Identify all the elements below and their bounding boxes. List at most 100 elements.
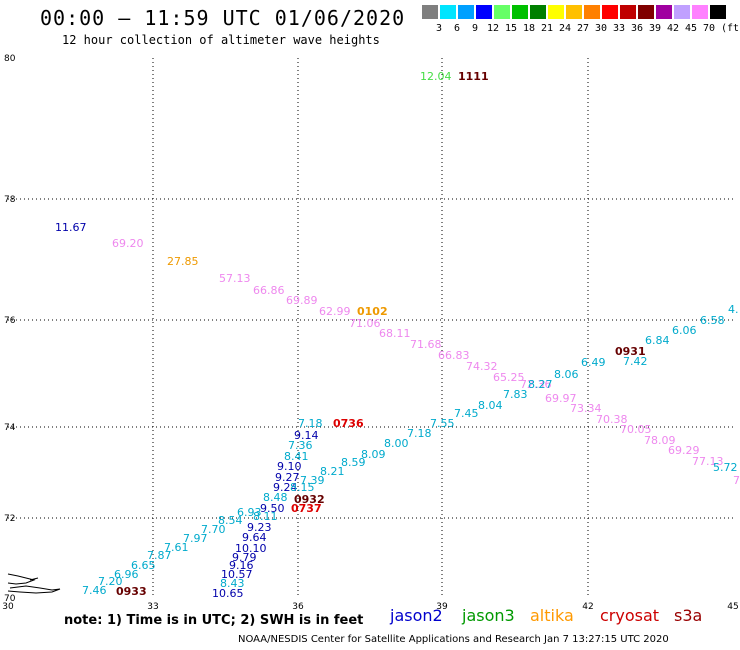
measurement-label: 27.85 bbox=[167, 255, 199, 268]
coastline bbox=[7, 573, 61, 594]
measurement-label: 70.38 bbox=[596, 413, 628, 426]
legend-jason2: jason2 bbox=[390, 606, 443, 625]
scale-label: 33 bbox=[612, 23, 626, 34]
measurement-label: 0931 bbox=[615, 345, 646, 358]
scale-swatch bbox=[422, 5, 438, 19]
measurement-label: 9.10 bbox=[277, 460, 302, 473]
y-tick-label: 72 bbox=[4, 514, 15, 524]
x-tick-label: 39 bbox=[436, 602, 448, 612]
scale-label: 42 bbox=[666, 23, 680, 34]
scale-label: 36 bbox=[630, 23, 644, 34]
measurement-label: 7.20 bbox=[98, 575, 123, 588]
measurement-label: 9.23 bbox=[247, 521, 272, 534]
measurement-label: 0736 bbox=[333, 417, 364, 430]
scale-swatch bbox=[458, 5, 474, 19]
measurement-label: 7.42 bbox=[623, 355, 648, 368]
measurement-label: 10.10 bbox=[235, 542, 267, 555]
map-subtitle: 12 hour collection of altimeter wave hei… bbox=[62, 33, 380, 47]
x-tick-label: 36 bbox=[292, 602, 304, 612]
measurement-label: 0933 bbox=[116, 585, 147, 598]
measurement-label: 9.14 bbox=[294, 429, 319, 442]
measurement-label: 8.21 bbox=[320, 465, 345, 478]
measurement-label: 57.13 bbox=[219, 272, 251, 285]
scale-swatch bbox=[620, 5, 636, 19]
scale-swatch bbox=[566, 5, 582, 19]
map-title: 00:00 – 11:59 UTC 01/06/2020 bbox=[40, 6, 406, 30]
measurement-label: 78.09 bbox=[644, 434, 676, 447]
measurement-label: 0932 bbox=[294, 493, 325, 506]
measurement-label: 8.59 bbox=[341, 456, 366, 469]
y-tick-label: 74 bbox=[4, 423, 16, 433]
x-tick-label: 45 bbox=[727, 602, 738, 612]
scale-label: 45 bbox=[684, 23, 698, 34]
y-tick-label: 70 bbox=[4, 594, 16, 604]
footer-note: note: 1) Time is in UTC; 2) SWH is in fe… bbox=[64, 613, 364, 628]
measurement-label: 70.05 bbox=[620, 423, 652, 436]
scale-label: 70 bbox=[702, 23, 716, 34]
measurement-label: 1111 bbox=[458, 70, 489, 83]
scale-label: 18 bbox=[522, 23, 536, 34]
measurement-label: 8.43 bbox=[220, 577, 245, 590]
measurement-label: 6.65 bbox=[131, 559, 156, 572]
measurement-label: 7.18 bbox=[407, 427, 432, 440]
measurement-label: 7.61 bbox=[164, 541, 189, 554]
measurement-label: 8.48 bbox=[263, 491, 288, 504]
x-tick-label: 30 bbox=[2, 602, 14, 612]
measurement-label: 6.06 bbox=[672, 324, 697, 337]
scale-swatch bbox=[494, 5, 510, 19]
measurement-label: 5.72 bbox=[713, 461, 738, 474]
scale-label: 21 bbox=[540, 23, 554, 34]
scale-label: 24 bbox=[558, 23, 572, 34]
measurement-label: 72.36 bbox=[520, 378, 552, 391]
scale-swatch bbox=[440, 5, 456, 19]
measurement-label: 9.16 bbox=[229, 559, 254, 572]
y-tick-label: 80 bbox=[4, 54, 16, 64]
scale-swatch bbox=[638, 5, 654, 19]
legend-jason3: jason3 bbox=[462, 606, 515, 625]
measurement-label: 9.64 bbox=[242, 531, 267, 544]
scale-unit: (ft) bbox=[721, 23, 740, 34]
measurement-label: 8.09 bbox=[361, 448, 386, 461]
measurement-label: 74.32 bbox=[466, 360, 498, 373]
measurement-label: 8.11 bbox=[253, 510, 278, 523]
y-tick-label: 78 bbox=[4, 195, 16, 205]
scale-swatch bbox=[602, 5, 618, 19]
scale-swatch bbox=[710, 5, 726, 19]
measurement-label: 8.41 bbox=[284, 450, 309, 463]
measurement-label: 8.06 bbox=[554, 368, 579, 381]
measurement-label: 7.39 bbox=[300, 474, 325, 487]
y-tick-label: 76 bbox=[4, 316, 16, 326]
scale-label: 15 bbox=[504, 23, 518, 34]
measurement-label: 62.99 bbox=[319, 305, 351, 318]
measurement-label: 9.24 bbox=[273, 481, 298, 494]
measurement-label: 71.68 bbox=[410, 338, 442, 351]
measurement-label: 6.84 bbox=[645, 334, 670, 347]
scale-swatch bbox=[530, 5, 546, 19]
scale-swatch bbox=[512, 5, 528, 19]
scale-label: 39 bbox=[648, 23, 662, 34]
measurement-label: 73.34 bbox=[570, 402, 602, 415]
measurement-label: 7.70 bbox=[201, 523, 226, 536]
scale-swatch bbox=[476, 5, 492, 19]
measurement-label: 69.20 bbox=[112, 237, 144, 250]
measurement-label: 66.86 bbox=[253, 284, 285, 297]
measurement-label: 7.87 bbox=[147, 549, 172, 562]
measurement-label: 4. bbox=[728, 303, 739, 316]
measurement-label: 7.36 bbox=[288, 439, 313, 452]
scale-swatch bbox=[548, 5, 564, 19]
scale-label: 30 bbox=[594, 23, 608, 34]
legend-s3a: s3a bbox=[674, 606, 703, 625]
scale-label: 27 bbox=[576, 23, 590, 34]
scale-label: 12 bbox=[486, 23, 500, 34]
measurement-label: 6.96 bbox=[114, 568, 139, 581]
measurement-label: 7.55 bbox=[430, 417, 455, 430]
measurement-label: 7.83 bbox=[503, 388, 528, 401]
scale-label: 9 bbox=[471, 23, 479, 34]
measurement-label: 69.29 bbox=[668, 444, 700, 457]
measurement-label: 8.15 bbox=[290, 481, 315, 494]
measurement-label: 9.27 bbox=[275, 471, 300, 484]
measurement-label: 6.58 bbox=[700, 314, 725, 327]
measurement-label: 12.04 bbox=[420, 70, 452, 83]
measurement-label: 7.18 bbox=[298, 417, 323, 430]
